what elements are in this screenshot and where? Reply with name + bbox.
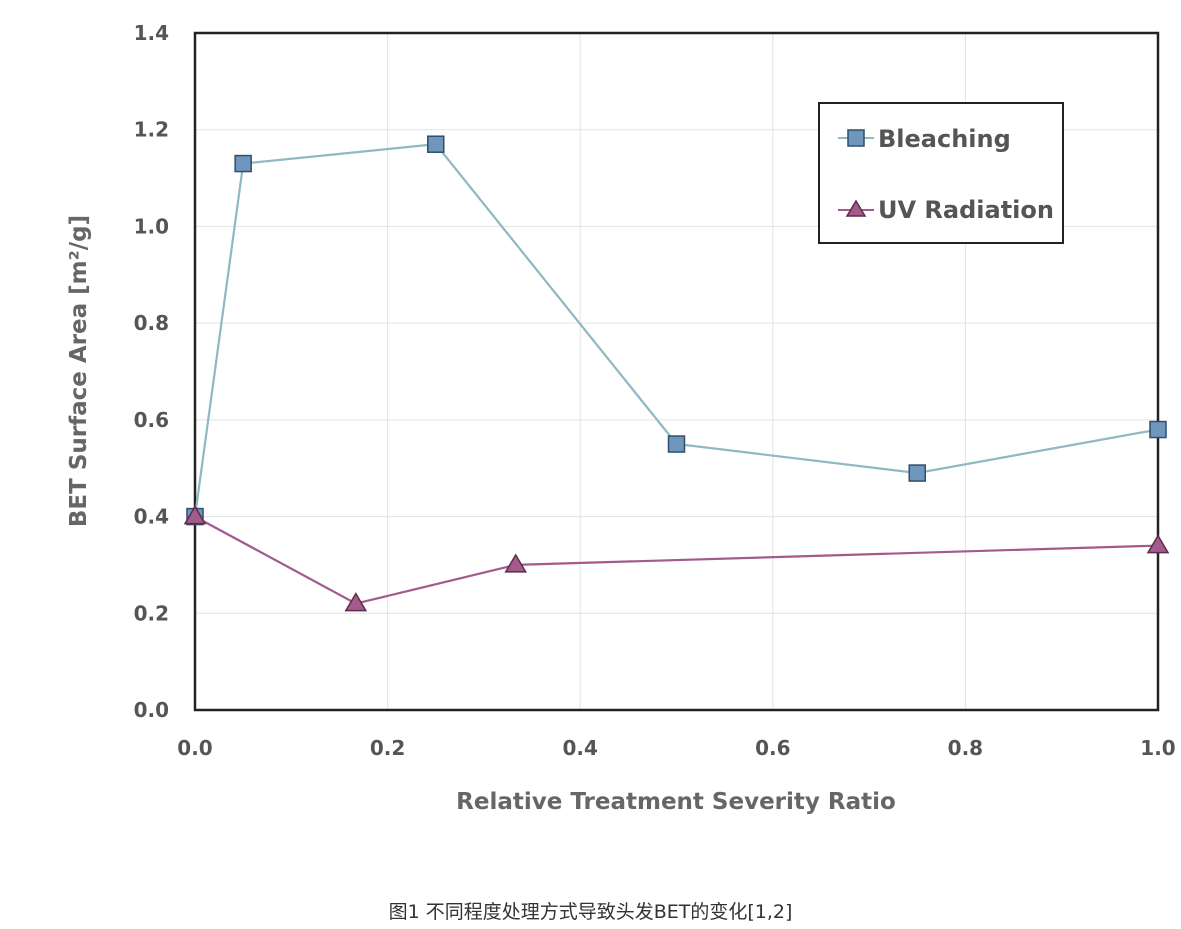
y-tick-label: 1.2 (134, 118, 169, 142)
y-axis-ticks: 0.0 0.2 0.4 0.6 0.8 1.0 1.2 1.4 (134, 21, 169, 722)
y-tick-label: 0.2 (134, 601, 169, 625)
data-point-bleaching (427, 135, 445, 153)
y-tick-label: 1.0 (134, 214, 169, 238)
data-point-uv-radiation (183, 505, 207, 525)
legend: Bleaching UV Radiation (818, 102, 1064, 244)
x-tick-label: 0.0 (177, 736, 212, 760)
data-point-bleaching (1149, 420, 1167, 439)
data-point-uv-radiation (504, 553, 527, 573)
legend-label-uv-radiation: UV Radiation (878, 196, 1054, 224)
series-layer (183, 135, 1170, 612)
legend-box (818, 102, 1064, 244)
x-tick-label: 0.6 (755, 736, 790, 760)
y-tick-label: 0.4 (134, 505, 169, 529)
y-tick-label: 0.8 (134, 311, 169, 335)
x-axis-ticks: 0.0 0.2 0.4 0.6 0.8 1.0 (177, 736, 1175, 760)
series-line-bleaching (193, 143, 1159, 517)
y-tick-label: 1.4 (134, 21, 169, 45)
line-chart: 0.0 0.2 0.4 0.6 0.8 1.0 1.2 1.4 0.0 0.2 0.4 0.6 0.8… (66, 21, 1176, 815)
x-tick-label: 1.0 (1140, 736, 1175, 760)
x-tick-label: 0.8 (948, 736, 983, 760)
data-point-bleaching (667, 435, 686, 453)
grid-lines (195, 33, 1158, 710)
x-tick-label: 0.4 (562, 736, 597, 760)
legend-marker-uv-radiation (845, 199, 867, 217)
data-point-bleaching (908, 464, 926, 482)
x-axis-title: Relative Treatment Severity Ratio (456, 789, 896, 815)
y-axis-title: BET Surface Area [m²/g] (66, 215, 92, 527)
figure-caption: 图1 不同程度处理方式导致头发BET的变化[1,2] (388, 901, 793, 923)
y-tick-label: 0.0 (134, 698, 169, 722)
legend-label-bleaching: Bleaching (878, 125, 1011, 153)
legend-marker-bleaching (847, 129, 865, 147)
data-point-bleaching (234, 154, 252, 173)
series-line-uv-radiation (194, 515, 1159, 605)
data-point-uv-radiation (344, 592, 368, 612)
data-point-uv-radiation (1146, 534, 1170, 554)
series-uv-radiation (183, 505, 1170, 612)
x-tick-label: 0.2 (370, 736, 405, 760)
plot-area-frame (193, 31, 1160, 712)
y-tick-label: 0.6 (134, 408, 169, 432)
